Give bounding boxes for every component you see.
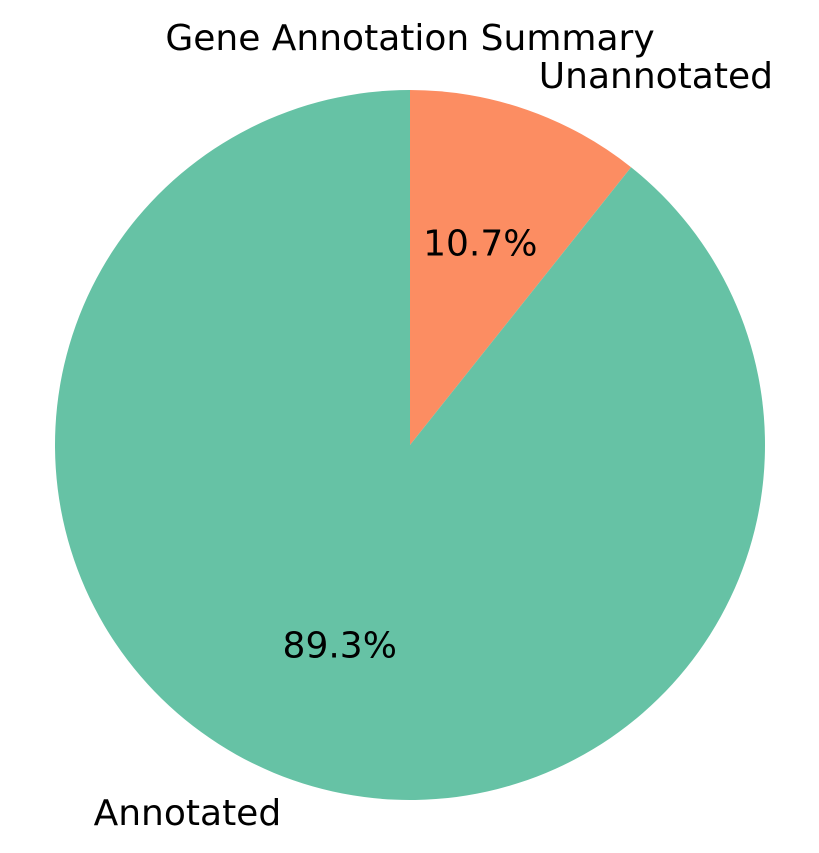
- pie-category-label-unannotated: Unannotated: [539, 56, 773, 97]
- pie-labels: 10.7% Unannotated 89.3% Annotated: [94, 56, 773, 834]
- pie-slice-annotated: [54, 90, 765, 800]
- pie-pct-label-annotated: 89.3%: [283, 626, 397, 667]
- pie-slices: [54, 90, 765, 800]
- pie-slice-unannotated: [410, 90, 632, 445]
- chart-title: Gene Annotation Summary: [165, 18, 654, 59]
- pie-pct-label-unannotated: 10.7%: [423, 223, 537, 264]
- pie-category-label-annotated: Annotated: [94, 793, 282, 834]
